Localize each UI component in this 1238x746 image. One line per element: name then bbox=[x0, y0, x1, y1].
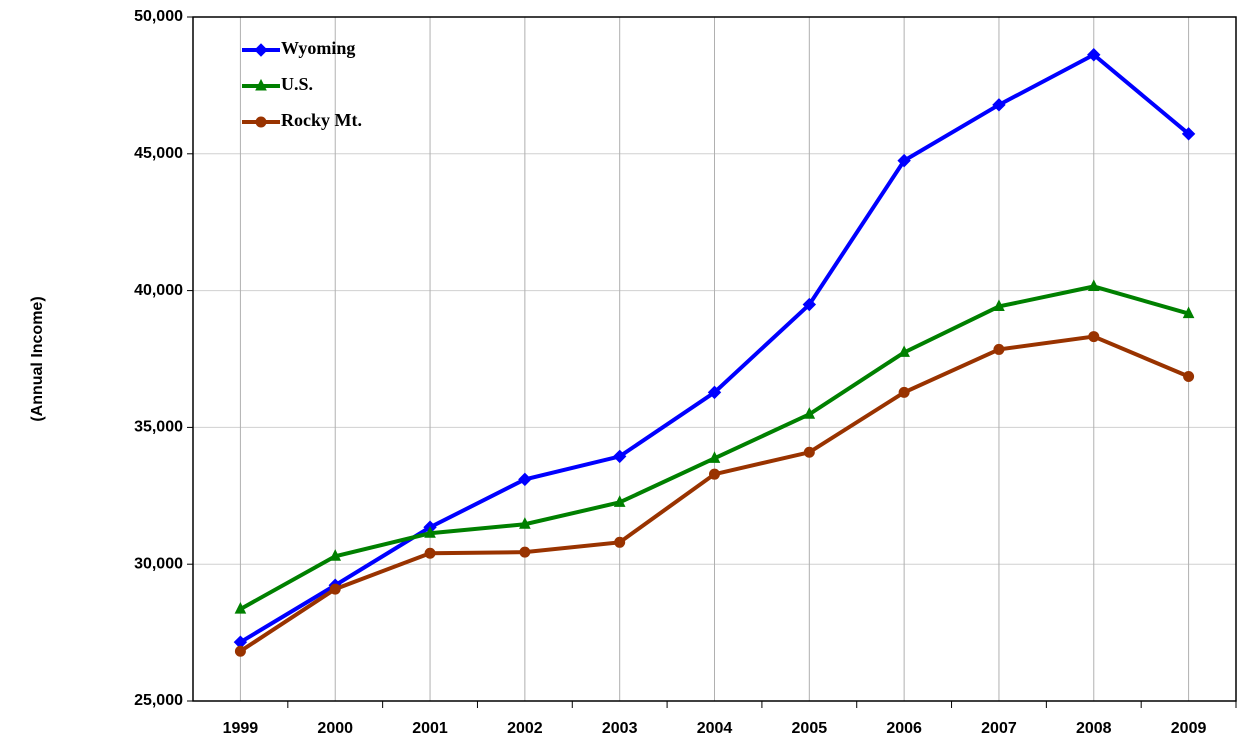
data-point bbox=[1087, 279, 1100, 291]
data-point bbox=[1182, 306, 1195, 319]
data-point bbox=[709, 468, 720, 480]
data-point bbox=[708, 451, 721, 463]
data-point bbox=[518, 472, 532, 487]
plot-frame bbox=[192, 16, 1237, 702]
data-point bbox=[992, 98, 1006, 112]
data-point bbox=[1181, 127, 1196, 141]
data-point bbox=[1087, 48, 1101, 62]
data-point bbox=[424, 526, 436, 538]
x-tick-label: 2005 bbox=[792, 720, 828, 737]
x-tick-label: 2006 bbox=[886, 720, 922, 737]
data-point bbox=[898, 386, 910, 398]
y-tick-label: 50,000 bbox=[134, 8, 183, 25]
data-point bbox=[329, 549, 342, 561]
legend-marker bbox=[255, 116, 267, 128]
x-tick-label: 2003 bbox=[602, 720, 638, 737]
y-tick-label: 30,000 bbox=[134, 555, 183, 572]
x-tick-label: 2001 bbox=[412, 720, 448, 737]
x-tick-label: 2007 bbox=[981, 720, 1017, 737]
x-tick-label: 2004 bbox=[697, 720, 733, 737]
y-tick-label: 40,000 bbox=[134, 282, 183, 299]
data-point bbox=[898, 345, 910, 357]
x-tick-label: 2009 bbox=[1171, 720, 1207, 737]
legend-label: Wyoming bbox=[281, 38, 355, 58]
data-point bbox=[1183, 371, 1195, 383]
data-point bbox=[613, 495, 626, 507]
data-point bbox=[234, 645, 246, 657]
data-point bbox=[802, 297, 817, 312]
x-tick-label: 2002 bbox=[507, 720, 543, 737]
x-tick-label: 1999 bbox=[223, 720, 259, 737]
data-point bbox=[612, 449, 627, 464]
y-tick-label: 35,000 bbox=[134, 419, 183, 436]
data-point bbox=[803, 446, 815, 458]
x-tick-label: 2000 bbox=[317, 720, 353, 737]
data-point bbox=[614, 536, 626, 548]
data-point bbox=[993, 299, 1005, 311]
y-tick-label: 45,000 bbox=[134, 145, 183, 162]
y-tick-label: 25,000 bbox=[134, 692, 183, 709]
data-point bbox=[803, 407, 816, 419]
data-point bbox=[329, 583, 341, 595]
data-point bbox=[897, 153, 911, 168]
legend-marker bbox=[255, 78, 267, 91]
data-point bbox=[993, 343, 1005, 355]
y-axis-label: (Annual Income) bbox=[29, 296, 46, 421]
legend-label: Rocky Mt. bbox=[281, 110, 362, 130]
legend-marker bbox=[254, 43, 268, 57]
data-point bbox=[424, 547, 436, 559]
data-point bbox=[707, 385, 722, 400]
data-point bbox=[234, 601, 247, 614]
data-point bbox=[1088, 331, 1100, 343]
legend-label: U.S. bbox=[281, 74, 313, 94]
x-tick-label: 2008 bbox=[1076, 720, 1112, 737]
data-point bbox=[519, 517, 531, 529]
data-point bbox=[519, 546, 531, 558]
